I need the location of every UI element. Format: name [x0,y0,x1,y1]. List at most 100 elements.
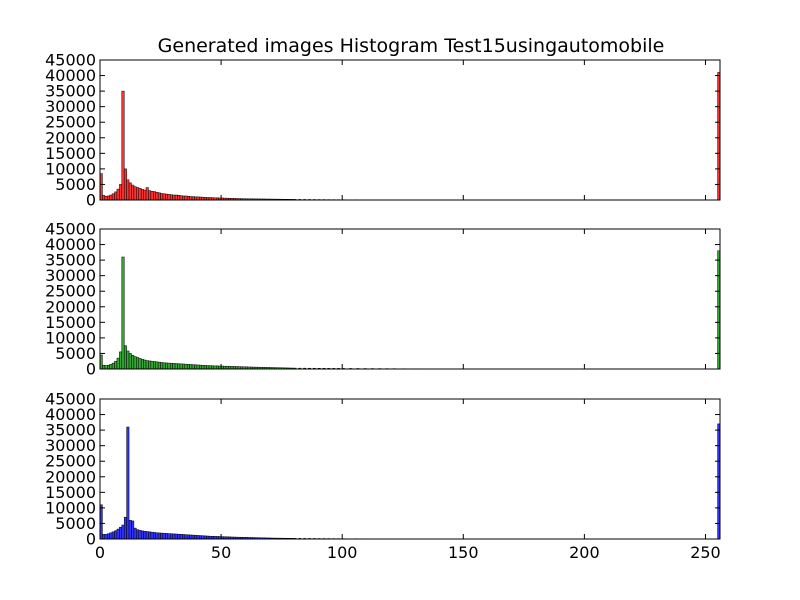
histogram-bar [157,361,161,370]
histogram-bar [104,365,108,370]
y-tick-label: 30000 [45,97,96,116]
histogram-bar [177,195,181,201]
histogram-bar [182,363,186,370]
x-tick-label: 150 [448,543,479,562]
histogram-bar [126,350,130,370]
histogram-bar [133,186,137,201]
panel-green: 0500010000150002000025000300003500040000… [45,220,721,379]
histogram-bar [114,191,118,201]
histogram-bar [111,531,115,540]
histogram-bar [194,364,198,370]
histogram-bar [138,358,142,370]
axes-frame-red [99,59,721,201]
histogram-bar [191,364,195,370]
histogram-bar [104,534,108,540]
histogram-bar [165,533,169,540]
axes-frame-green [99,228,721,370]
histogram-bar [143,530,147,540]
y-tick-label: 10000 [45,159,96,178]
histogram-bar [136,187,140,201]
histogram-bar [196,364,200,370]
y-tick-label: 5000 [55,175,96,194]
y-tick-label: 35000 [45,251,96,270]
histogram-bar [167,362,171,370]
y-tick-label: 40000 [45,405,96,424]
histogram-bar [179,534,183,540]
histogram-bar [121,524,125,540]
histogram-bar [126,426,130,540]
histogram-bar [128,182,132,201]
histogram-bar [160,532,164,540]
histogram-bar [102,365,106,370]
y-tick-label: 45000 [45,220,96,239]
histogram-bar [189,534,193,540]
histogram-bar [119,351,123,370]
histogram-bar [107,533,110,540]
y-tick-label: 5000 [55,514,96,533]
histogram-bar [167,533,171,540]
y-tick-label: 15000 [45,313,96,332]
histogram-bar [186,364,190,370]
y-tick-label: 15000 [45,144,96,163]
bars-blue [99,423,721,540]
histogram-bar [155,532,159,540]
histogram-bar [174,363,178,370]
y-tick-label: 35000 [45,82,96,101]
y-tick-label: 10000 [45,498,96,517]
histogram-bar [191,534,195,540]
histogram-bar [194,535,198,540]
y-tick-label: 40000 [45,66,96,85]
y-tick-label: 30000 [45,266,96,285]
histogram-bar [109,194,113,201]
histogram-bar [172,363,176,370]
x-tick-label: 200 [569,543,600,562]
histogram-bar [145,187,149,201]
histogram-bar [177,533,181,540]
histogram-bar [143,359,147,370]
histogram-bar [201,365,205,370]
y-tick-label: 35000 [45,421,96,440]
histogram-bar [104,196,108,201]
histogram-bar [140,359,144,370]
bars-green [99,250,721,370]
histogram-bar [186,534,190,540]
histogram-bar [153,191,156,201]
histogram-bar [148,360,152,370]
histogram-bar [155,191,159,201]
histogram-bar [123,345,127,370]
histogram-bar [136,357,140,370]
histogram-bar [114,530,118,540]
histogram-bar [172,194,176,201]
panel-blue: 0500010000150002000025000300003500040000… [45,390,721,563]
histogram-bar [123,516,127,540]
histogram-bar [169,362,173,370]
y-tick-label: 25000 [45,282,96,301]
histogram-bar [131,184,135,201]
histogram-bar [140,530,144,540]
y-tick-label: 25000 [45,452,96,471]
histogram-bar [131,520,135,540]
histogram-bar [189,196,193,201]
histogram-bar [162,532,166,540]
histogram-bar [143,189,147,201]
histogram-bar [182,534,186,540]
chart-title: Generated images Histogram Test15usingau… [158,35,665,57]
x-tick-label: 50 [211,543,231,562]
histogram-bar [116,357,120,370]
bars-red [99,72,721,201]
x-tick-label: 0 [95,543,105,562]
histogram-bar [160,193,164,201]
histogram-bar [167,194,171,201]
axes-frame-blue [99,398,721,540]
histogram-bar [203,365,207,370]
histogram-bar [184,195,188,201]
histogram-bar [109,364,113,370]
histogram-bar [157,532,161,540]
histogram-bar [136,529,140,540]
histogram-bar [148,531,152,540]
histogram-bar [186,196,190,201]
histogram-bar [189,364,193,370]
histogram-bar [196,535,200,540]
histogram-bar [184,534,188,540]
